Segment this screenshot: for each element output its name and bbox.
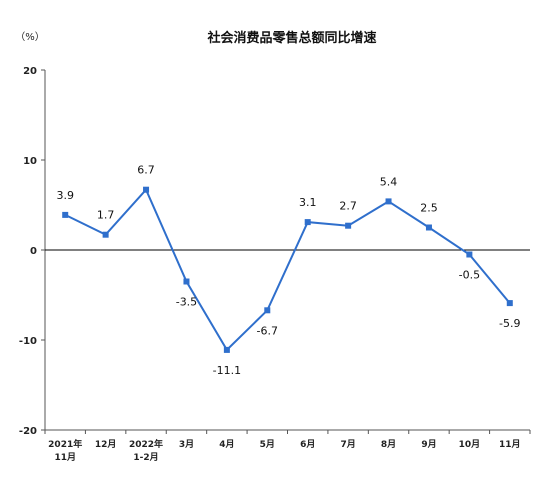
y-axis-unit: （%） xyxy=(15,31,45,43)
x-tick-label: 10月 xyxy=(459,439,481,450)
data-point xyxy=(425,224,432,231)
x-tick-label: 2021年 11月 xyxy=(48,438,82,463)
data-label: -0.5 xyxy=(459,269,480,282)
data-point xyxy=(183,278,190,285)
axes xyxy=(41,69,531,434)
data-label: -11.1 xyxy=(213,364,241,377)
data-point xyxy=(304,219,311,226)
y-tick-labels: 20 10 0 -10 -20 xyxy=(19,66,37,437)
data-point xyxy=(62,211,69,218)
series-markers xyxy=(62,186,513,353)
data-point xyxy=(223,346,230,353)
data-point xyxy=(143,186,150,193)
data-label: 6.7 xyxy=(137,164,155,177)
y-tick-label: -10 xyxy=(19,336,37,347)
data-label: 1.7 xyxy=(97,209,115,222)
x-tick-label: 11月 xyxy=(499,439,521,450)
data-point xyxy=(506,300,513,307)
data-point xyxy=(102,231,109,238)
data-label: -5.9 xyxy=(499,317,520,330)
data-point xyxy=(385,198,392,205)
data-label: 3.1 xyxy=(299,196,317,209)
x-tick-label: 8月 xyxy=(381,439,396,450)
x-tick-label: 12月 xyxy=(95,439,117,450)
y-tick-label: 10 xyxy=(23,156,37,167)
chart-title: 社会消费品零售总额同比增速 xyxy=(206,30,376,46)
data-label: 5.4 xyxy=(380,175,398,188)
x-tick-label: 9月 xyxy=(421,439,436,450)
x-tick-label: 2022年 1-2月 xyxy=(129,438,163,463)
x-tick-label: 6月 xyxy=(300,439,315,450)
x-tick-label: 5月 xyxy=(260,439,275,450)
y-tick-label: 20 xyxy=(23,66,37,77)
data-point xyxy=(466,251,473,258)
x-tick-label: 4月 xyxy=(219,439,234,450)
data-label: 3.9 xyxy=(56,189,74,202)
data-point xyxy=(264,307,271,314)
series-line-path xyxy=(64,187,511,352)
data-label: 2.7 xyxy=(339,200,357,213)
data-labels: 3.9 1.7 6.7 -3.5 -11.1 -6.7 3.1 2.7 5.4 2.5 -0.5 -5… xyxy=(56,164,520,377)
x-tick-label: 7月 xyxy=(340,439,355,450)
data-label: -6.7 xyxy=(257,324,278,337)
y-tick-label: -20 xyxy=(19,426,37,437)
data-point xyxy=(345,222,352,229)
series-line xyxy=(64,187,511,352)
y-tick-label: 0 xyxy=(30,246,37,257)
data-label: -3.5 xyxy=(176,296,197,309)
x-tick-label: 3月 xyxy=(179,439,194,450)
data-label: 2.5 xyxy=(420,202,438,215)
x-tick-labels: 2021年 11月 12月 2022年 1-2月 3月 4月 5月 6月 7月 8月 9月 10月 11月 xyxy=(48,438,520,463)
